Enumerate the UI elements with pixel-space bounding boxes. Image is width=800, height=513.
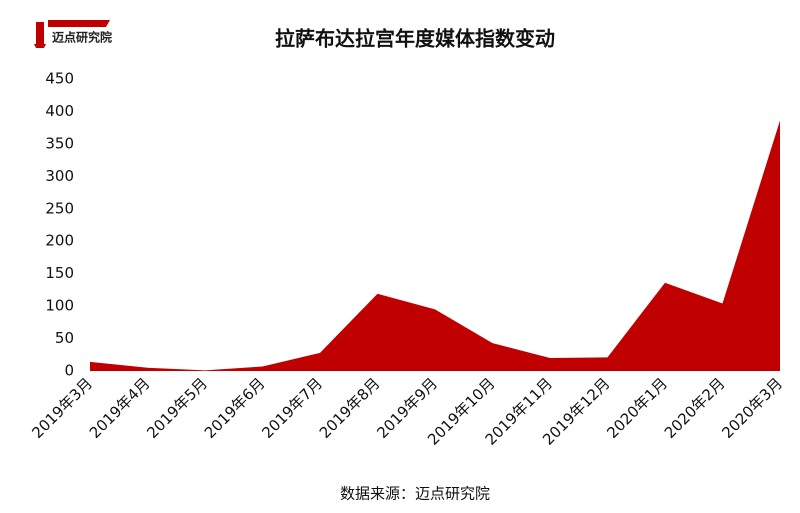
y-tick-label: 350 [45, 134, 74, 152]
chart-title: 拉萨布达拉宫年度媒体指数变动 [275, 27, 555, 51]
y-tick-label: 100 [45, 297, 74, 315]
logo: 迈点研究院 [34, 20, 112, 48]
y-tick-label: 0 [64, 362, 74, 380]
logo-text: 迈点研究院 [52, 30, 112, 45]
y-tick-label: 300 [45, 167, 74, 185]
logo-icon [36, 22, 44, 44]
x-tick-label: 2019年8月 [316, 374, 384, 442]
x-tick-label: 2020年2月 [661, 374, 729, 442]
x-tick-label: 2019年5月 [143, 374, 211, 442]
y-tick-label: 450 [45, 70, 74, 88]
x-tick-label: 2019年3月 [28, 374, 96, 442]
x-tick-label: 2020年1月 [603, 374, 671, 442]
y-tick-label: 150 [45, 264, 74, 282]
logo-icon [34, 44, 46, 48]
x-tick-label: 2019年6月 [201, 374, 269, 442]
y-tick-label: 400 [45, 102, 74, 120]
x-tick-label: 2019年7月 [258, 374, 326, 442]
area [90, 120, 780, 371]
x-tick-label: 2020年3月 [718, 374, 786, 442]
x-tick-label: 2019年4月 [86, 374, 154, 442]
logo-banner [48, 20, 110, 27]
y-tick-label: 200 [45, 232, 74, 250]
y-tick-label: 50 [55, 329, 74, 347]
source-note: 数据来源：迈点研究院 [340, 485, 490, 503]
y-tick-label: 250 [45, 199, 74, 217]
